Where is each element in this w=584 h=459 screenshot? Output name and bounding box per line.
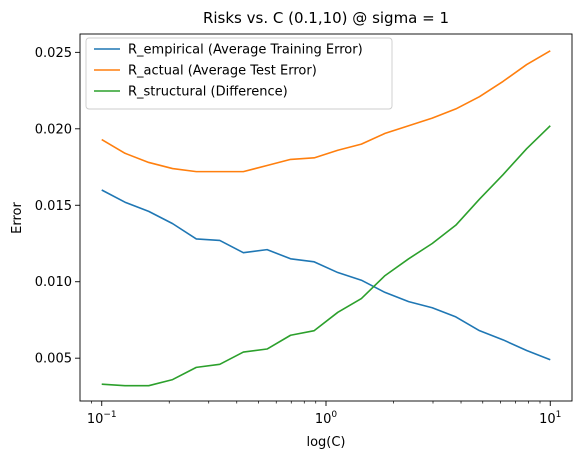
y-axis-ticks: 0.005 0.010 0.015 0.020 0.025 (35, 46, 80, 367)
legend: R_empirical (Average Training Error) R_ac… (85, 37, 393, 110)
chart-title: Risks vs. C (0.1,10) @ sigma = 1 (203, 9, 449, 27)
x-tick-label: 10−1 (87, 410, 117, 427)
y-tick-label: 0.025 (35, 46, 72, 61)
x-axis-label: log(C) (306, 435, 345, 450)
legend-label-3: R_structural (Difference) (128, 85, 288, 100)
x-axis-ticks: 10−1 100 101 (87, 401, 561, 427)
y-axis-label: Error (10, 202, 25, 234)
y-tick-label: 0.010 (35, 275, 72, 290)
x-tick-label: 100 (315, 410, 338, 427)
y-tick-label: 0.015 (35, 199, 72, 214)
legend-label-2: R_actual (Average Test Error) (128, 64, 317, 79)
series-line-1 (101, 189, 551, 361)
y-tick-label: 0.005 (35, 352, 72, 367)
legend-box (85, 37, 393, 110)
y-tick-label: 0.020 (35, 122, 72, 137)
x-tick-label: 101 (539, 410, 561, 427)
series-line-3 (101, 125, 551, 387)
series-lines (101, 50, 551, 387)
legend-label-1: R_empirical (Average Training Error) (128, 43, 363, 58)
series-line-2 (101, 50, 551, 173)
